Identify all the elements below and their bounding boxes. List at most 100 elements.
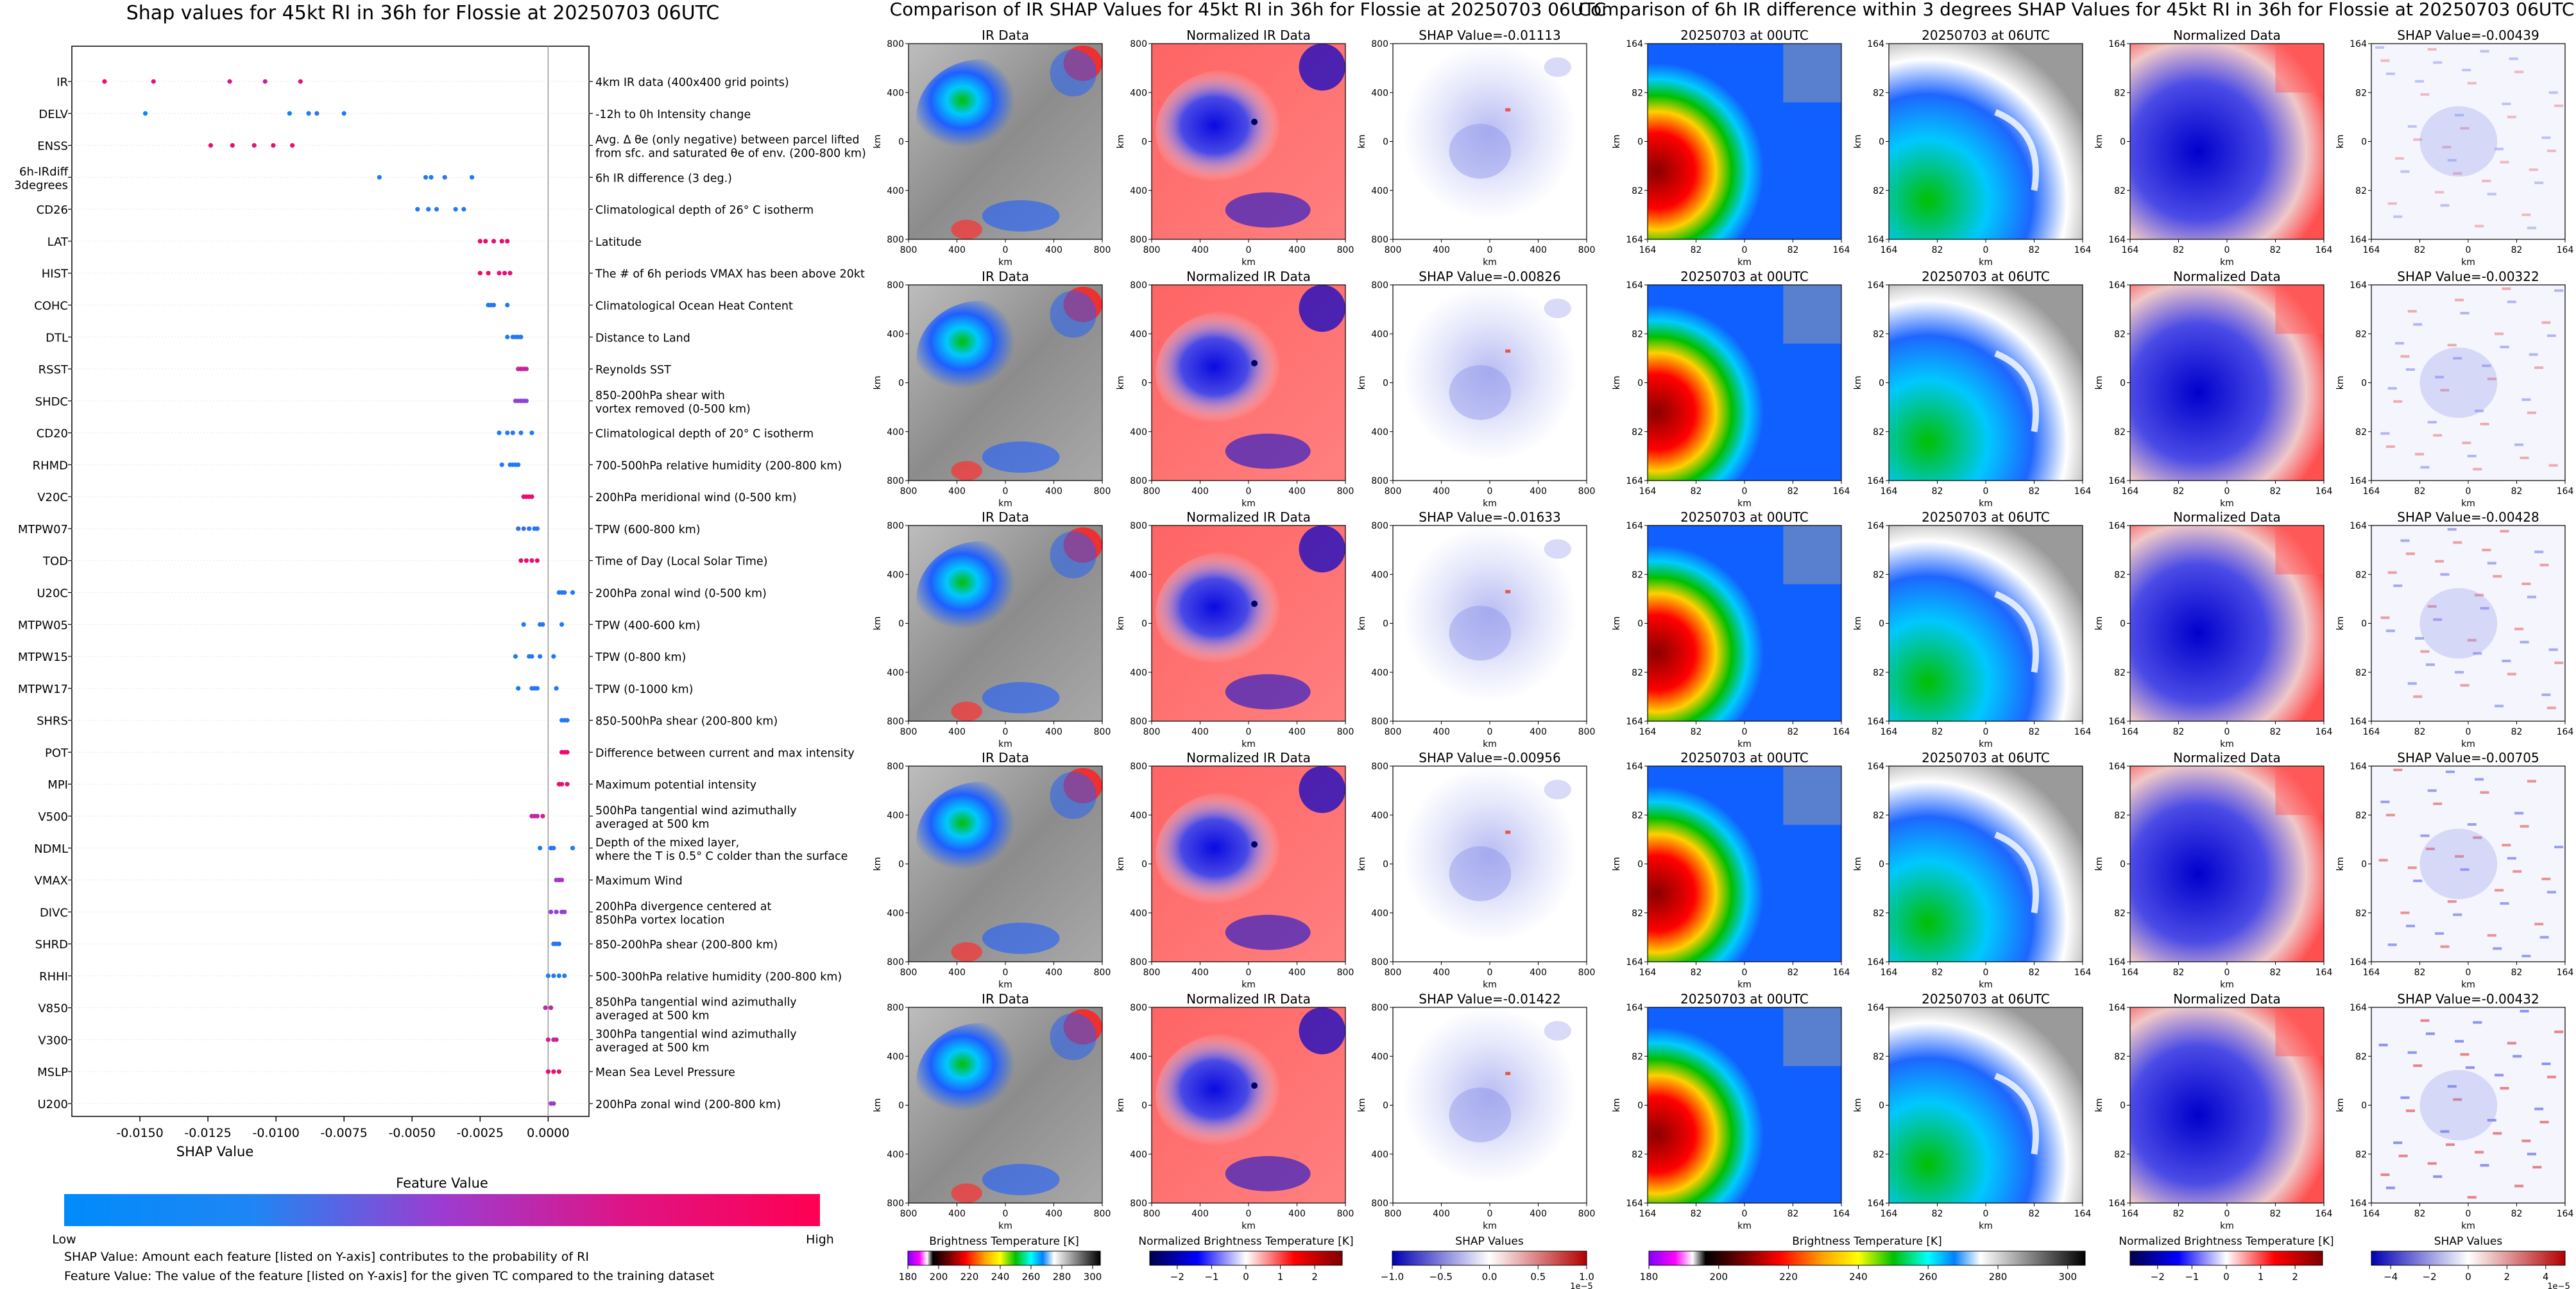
diff-shap-streak (2473, 468, 2482, 471)
y-tick-label: 164 (2350, 1199, 2367, 1209)
ir-panel: Normalized IR Data8008004004000040040080… (1116, 750, 1354, 990)
y-tick-label: 400 (1371, 810, 1388, 821)
x-tick-label: 800 (1337, 486, 1354, 497)
diff-shap-streak (2400, 170, 2410, 173)
feature-description: 850-500hPa shear (200-800 km) (595, 715, 778, 728)
feature-description: TPW (400-600 km) (595, 619, 701, 632)
shap-point (486, 271, 491, 276)
x-axis-label: km (2220, 257, 2234, 268)
x-tick-label: 400 (1530, 1209, 1547, 1219)
x-tick-label: 400 (1191, 486, 1209, 497)
y-tick-label: 400 (887, 186, 904, 196)
diff-panel: SHAP Value=-0.00428164164828200828216416… (2335, 509, 2573, 749)
feature-name: RHHI (39, 970, 68, 984)
shap-negative-region (1449, 846, 1512, 901)
y-tick-label: 800 (1371, 476, 1388, 486)
diff-shap-streak (2415, 636, 2425, 640)
diff-shap-streak (2473, 1021, 2482, 1024)
diff-shap-streak (2413, 1064, 2423, 1067)
shap-point (208, 142, 213, 148)
diff-shap-streak (2385, 73, 2395, 76)
norm-center-marker (1251, 601, 1258, 607)
diff-shap-streak (2427, 605, 2437, 608)
feature-description: TPW (600-800 km) (595, 524, 701, 536)
diff-shap-streak (2380, 1173, 2390, 1176)
x-tick-label: 82 (2511, 727, 2523, 737)
shap-point (545, 1069, 550, 1074)
feature-description: Mean Sea Level Pressure (595, 1066, 735, 1079)
y-axis-label: km (2094, 135, 2104, 149)
y-tick-label: 800 (1130, 476, 1147, 486)
feature-description: 200hPa zonal wind (0-500 km) (595, 588, 767, 601)
diff-shap-streak (2467, 81, 2477, 85)
y-tick-label: 164 (2108, 1199, 2126, 1209)
diff-shap-streak (2521, 1140, 2531, 1143)
shap-point (516, 526, 521, 531)
y-axis-label: km (2335, 617, 2346, 631)
diff-shap-streak (2425, 1032, 2435, 1036)
x-tick-label: -0.0100 (252, 1126, 299, 1140)
feature-name: SHRD (35, 938, 68, 952)
x-tick-label: 400 (1433, 1209, 1450, 1219)
feature-name: NDML (34, 842, 68, 856)
diff-shap-streak (2393, 215, 2403, 218)
x-axis-label: km (998, 257, 1012, 268)
ir-panels: IR Data80080040040000400400800800kmkmNor… (873, 28, 1595, 1289)
feature-name-line: CD20 (37, 427, 68, 441)
y-tick-label: 82 (1632, 427, 1643, 438)
diff-panel: SHAP Value=-0.00322164164828200828216416… (2335, 269, 2573, 509)
y-axis-label: km (873, 857, 883, 871)
colorbar-tick-label: 2 (1311, 1271, 1318, 1283)
feature-description: 850-200hPa shear with vortex removed (0-5… (595, 389, 751, 416)
x-tick-label: 164 (2074, 1209, 2092, 1219)
shap-point (510, 430, 515, 436)
norm-cloud-band (1225, 192, 1311, 228)
x-tick-label: 0 (1246, 968, 1252, 978)
x-tick-label: 82 (1691, 245, 1702, 255)
shap-point (151, 79, 156, 84)
x-tick-label: 800 (900, 245, 917, 255)
diff-shap-streak (2387, 387, 2397, 390)
y-tick-label: 400 (1130, 1052, 1147, 1062)
feature-name: COHC (34, 299, 68, 312)
diff-shap-streak (2420, 650, 2430, 653)
feature-description: Reynolds SST (595, 364, 671, 377)
diff-shap-streak (2554, 289, 2564, 292)
shap-point (227, 79, 232, 84)
diff-shap-streak (2495, 1073, 2504, 1077)
diff-shap-streak (2405, 552, 2415, 556)
panel-title: SHAP Value=-0.01422 (1419, 991, 1560, 1007)
norm-cloud-band (1225, 914, 1311, 950)
shap-point (565, 718, 570, 723)
x-axis-label: km (1737, 499, 1752, 509)
diff-shap-streak (2480, 49, 2489, 53)
x-tick-label: 0 (1487, 245, 1493, 255)
feature-description: Climatological depth of 26° C isotherm (595, 204, 814, 217)
diff-shap-streak (2500, 902, 2509, 905)
x-tick-label: 164 (2316, 968, 2333, 978)
shap-point (497, 430, 502, 436)
y-tick-label: 164 (1626, 957, 1643, 968)
x-tick-label: 400 (1045, 486, 1062, 497)
y-tick-label: 800 (887, 762, 904, 772)
y-tick-label: 400 (1371, 88, 1388, 98)
panel-title: SHAP Value=-0.00956 (1419, 750, 1560, 765)
feature-description-line: 700-500hPa relative humidity (200-800 km… (595, 459, 842, 472)
y-tick-label: 400 (1130, 810, 1147, 821)
x-tick-label: 800 (1385, 245, 1402, 255)
diff-shap-streak (2475, 225, 2484, 228)
x-tick-label: 400 (1191, 245, 1209, 255)
feature-description: 200hPa divergence centered at 850hPa vort… (595, 900, 772, 926)
shap-point (505, 239, 510, 244)
feature-description: Latitude (595, 236, 642, 249)
x-tick-label: 82 (2173, 245, 2185, 255)
diff-shap-streak (2475, 409, 2484, 413)
norm-cloud-cluster (1156, 310, 1303, 436)
colorbar-title: SHAP Values (2434, 1235, 2503, 1248)
y-axis-label: km (1612, 617, 1622, 631)
feature-name-line: 6h-IRdiff (19, 165, 69, 178)
diff-shap-streak (2387, 202, 2397, 205)
diff-colorbar: SHAP Values −4 −2 0 2 41e−5 (2371, 1235, 2570, 1289)
shap-point (556, 1069, 561, 1074)
